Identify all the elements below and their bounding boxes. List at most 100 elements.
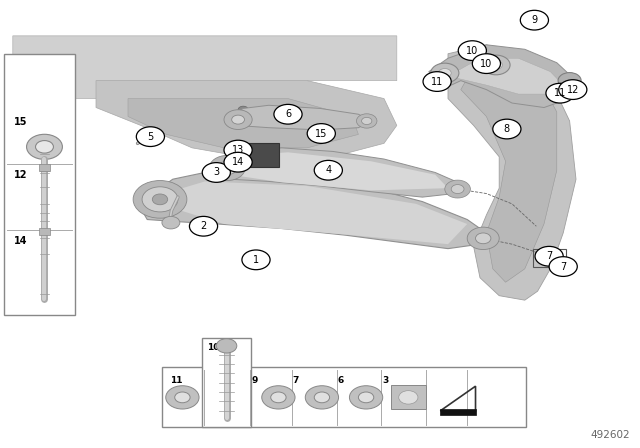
Circle shape (431, 63, 459, 83)
Circle shape (133, 181, 187, 218)
Circle shape (27, 134, 63, 159)
FancyBboxPatch shape (237, 143, 279, 167)
Polygon shape (128, 99, 358, 148)
Circle shape (472, 54, 500, 73)
Circle shape (305, 386, 339, 409)
Circle shape (423, 72, 451, 91)
Text: 9: 9 (252, 376, 258, 385)
Circle shape (314, 160, 342, 180)
Polygon shape (218, 148, 461, 197)
Text: 11: 11 (431, 77, 444, 86)
Polygon shape (13, 36, 397, 108)
Circle shape (493, 119, 521, 139)
Circle shape (451, 185, 464, 194)
Circle shape (152, 194, 168, 205)
FancyBboxPatch shape (162, 367, 526, 427)
FancyBboxPatch shape (391, 385, 426, 409)
Text: 1: 1 (253, 255, 259, 265)
Circle shape (458, 41, 486, 60)
Circle shape (209, 155, 245, 181)
Circle shape (476, 233, 491, 244)
Text: 3: 3 (213, 168, 220, 177)
Text: 11: 11 (170, 376, 182, 385)
Text: 12: 12 (14, 170, 28, 180)
FancyBboxPatch shape (40, 228, 50, 235)
Circle shape (467, 227, 499, 250)
Circle shape (274, 104, 302, 124)
Circle shape (216, 339, 237, 353)
Text: 10: 10 (466, 46, 479, 56)
Text: 2: 2 (200, 221, 207, 231)
Circle shape (142, 187, 178, 212)
Circle shape (356, 114, 377, 128)
Circle shape (271, 392, 286, 403)
Circle shape (223, 165, 231, 171)
Circle shape (262, 386, 295, 409)
Polygon shape (448, 45, 576, 300)
Circle shape (535, 246, 563, 266)
Circle shape (224, 140, 252, 160)
Circle shape (546, 83, 574, 103)
Circle shape (202, 163, 230, 182)
FancyBboxPatch shape (202, 338, 251, 427)
Circle shape (232, 115, 244, 124)
Text: 15: 15 (315, 129, 328, 138)
Circle shape (490, 60, 502, 69)
Circle shape (559, 80, 587, 99)
Circle shape (224, 152, 252, 172)
Text: 10: 10 (480, 59, 493, 69)
Text: 7: 7 (292, 376, 299, 385)
Text: 12: 12 (566, 85, 579, 95)
Circle shape (362, 117, 372, 125)
FancyBboxPatch shape (40, 164, 50, 171)
Circle shape (314, 392, 330, 403)
Circle shape (438, 69, 451, 78)
Text: 14: 14 (232, 157, 244, 167)
Circle shape (136, 127, 164, 146)
Text: 13: 13 (232, 145, 244, 155)
Circle shape (175, 392, 190, 403)
Text: 492602: 492602 (591, 430, 630, 440)
Text: 7: 7 (546, 251, 552, 261)
Polygon shape (429, 45, 576, 108)
Text: 8: 8 (504, 124, 510, 134)
Circle shape (445, 180, 470, 198)
Circle shape (520, 10, 548, 30)
Circle shape (399, 391, 418, 404)
Text: 10: 10 (207, 343, 219, 352)
FancyBboxPatch shape (4, 54, 75, 315)
Circle shape (36, 141, 54, 153)
Text: 11: 11 (554, 88, 566, 98)
Circle shape (549, 257, 577, 276)
Text: 7: 7 (560, 262, 566, 271)
Text: 3: 3 (382, 376, 388, 385)
Circle shape (224, 110, 252, 129)
Polygon shape (230, 152, 448, 190)
Circle shape (162, 216, 180, 229)
Polygon shape (448, 58, 563, 94)
Circle shape (307, 124, 335, 143)
FancyBboxPatch shape (440, 409, 476, 415)
Text: 15: 15 (14, 117, 28, 127)
Text: 9: 9 (531, 15, 538, 25)
Circle shape (349, 386, 383, 409)
Text: 14: 14 (14, 236, 28, 246)
Polygon shape (141, 172, 486, 249)
Circle shape (242, 250, 270, 270)
Polygon shape (230, 105, 371, 130)
Circle shape (218, 161, 237, 175)
Circle shape (558, 73, 581, 89)
Polygon shape (160, 181, 467, 244)
Polygon shape (96, 81, 397, 157)
Circle shape (358, 392, 374, 403)
Text: 4: 4 (325, 165, 332, 175)
Text: 6: 6 (337, 376, 344, 385)
Circle shape (238, 106, 248, 113)
Polygon shape (461, 58, 557, 282)
Circle shape (189, 216, 218, 236)
Polygon shape (13, 99, 70, 188)
Circle shape (482, 55, 510, 75)
Circle shape (166, 386, 199, 409)
Text: 5: 5 (147, 132, 154, 142)
Text: 6: 6 (285, 109, 291, 119)
